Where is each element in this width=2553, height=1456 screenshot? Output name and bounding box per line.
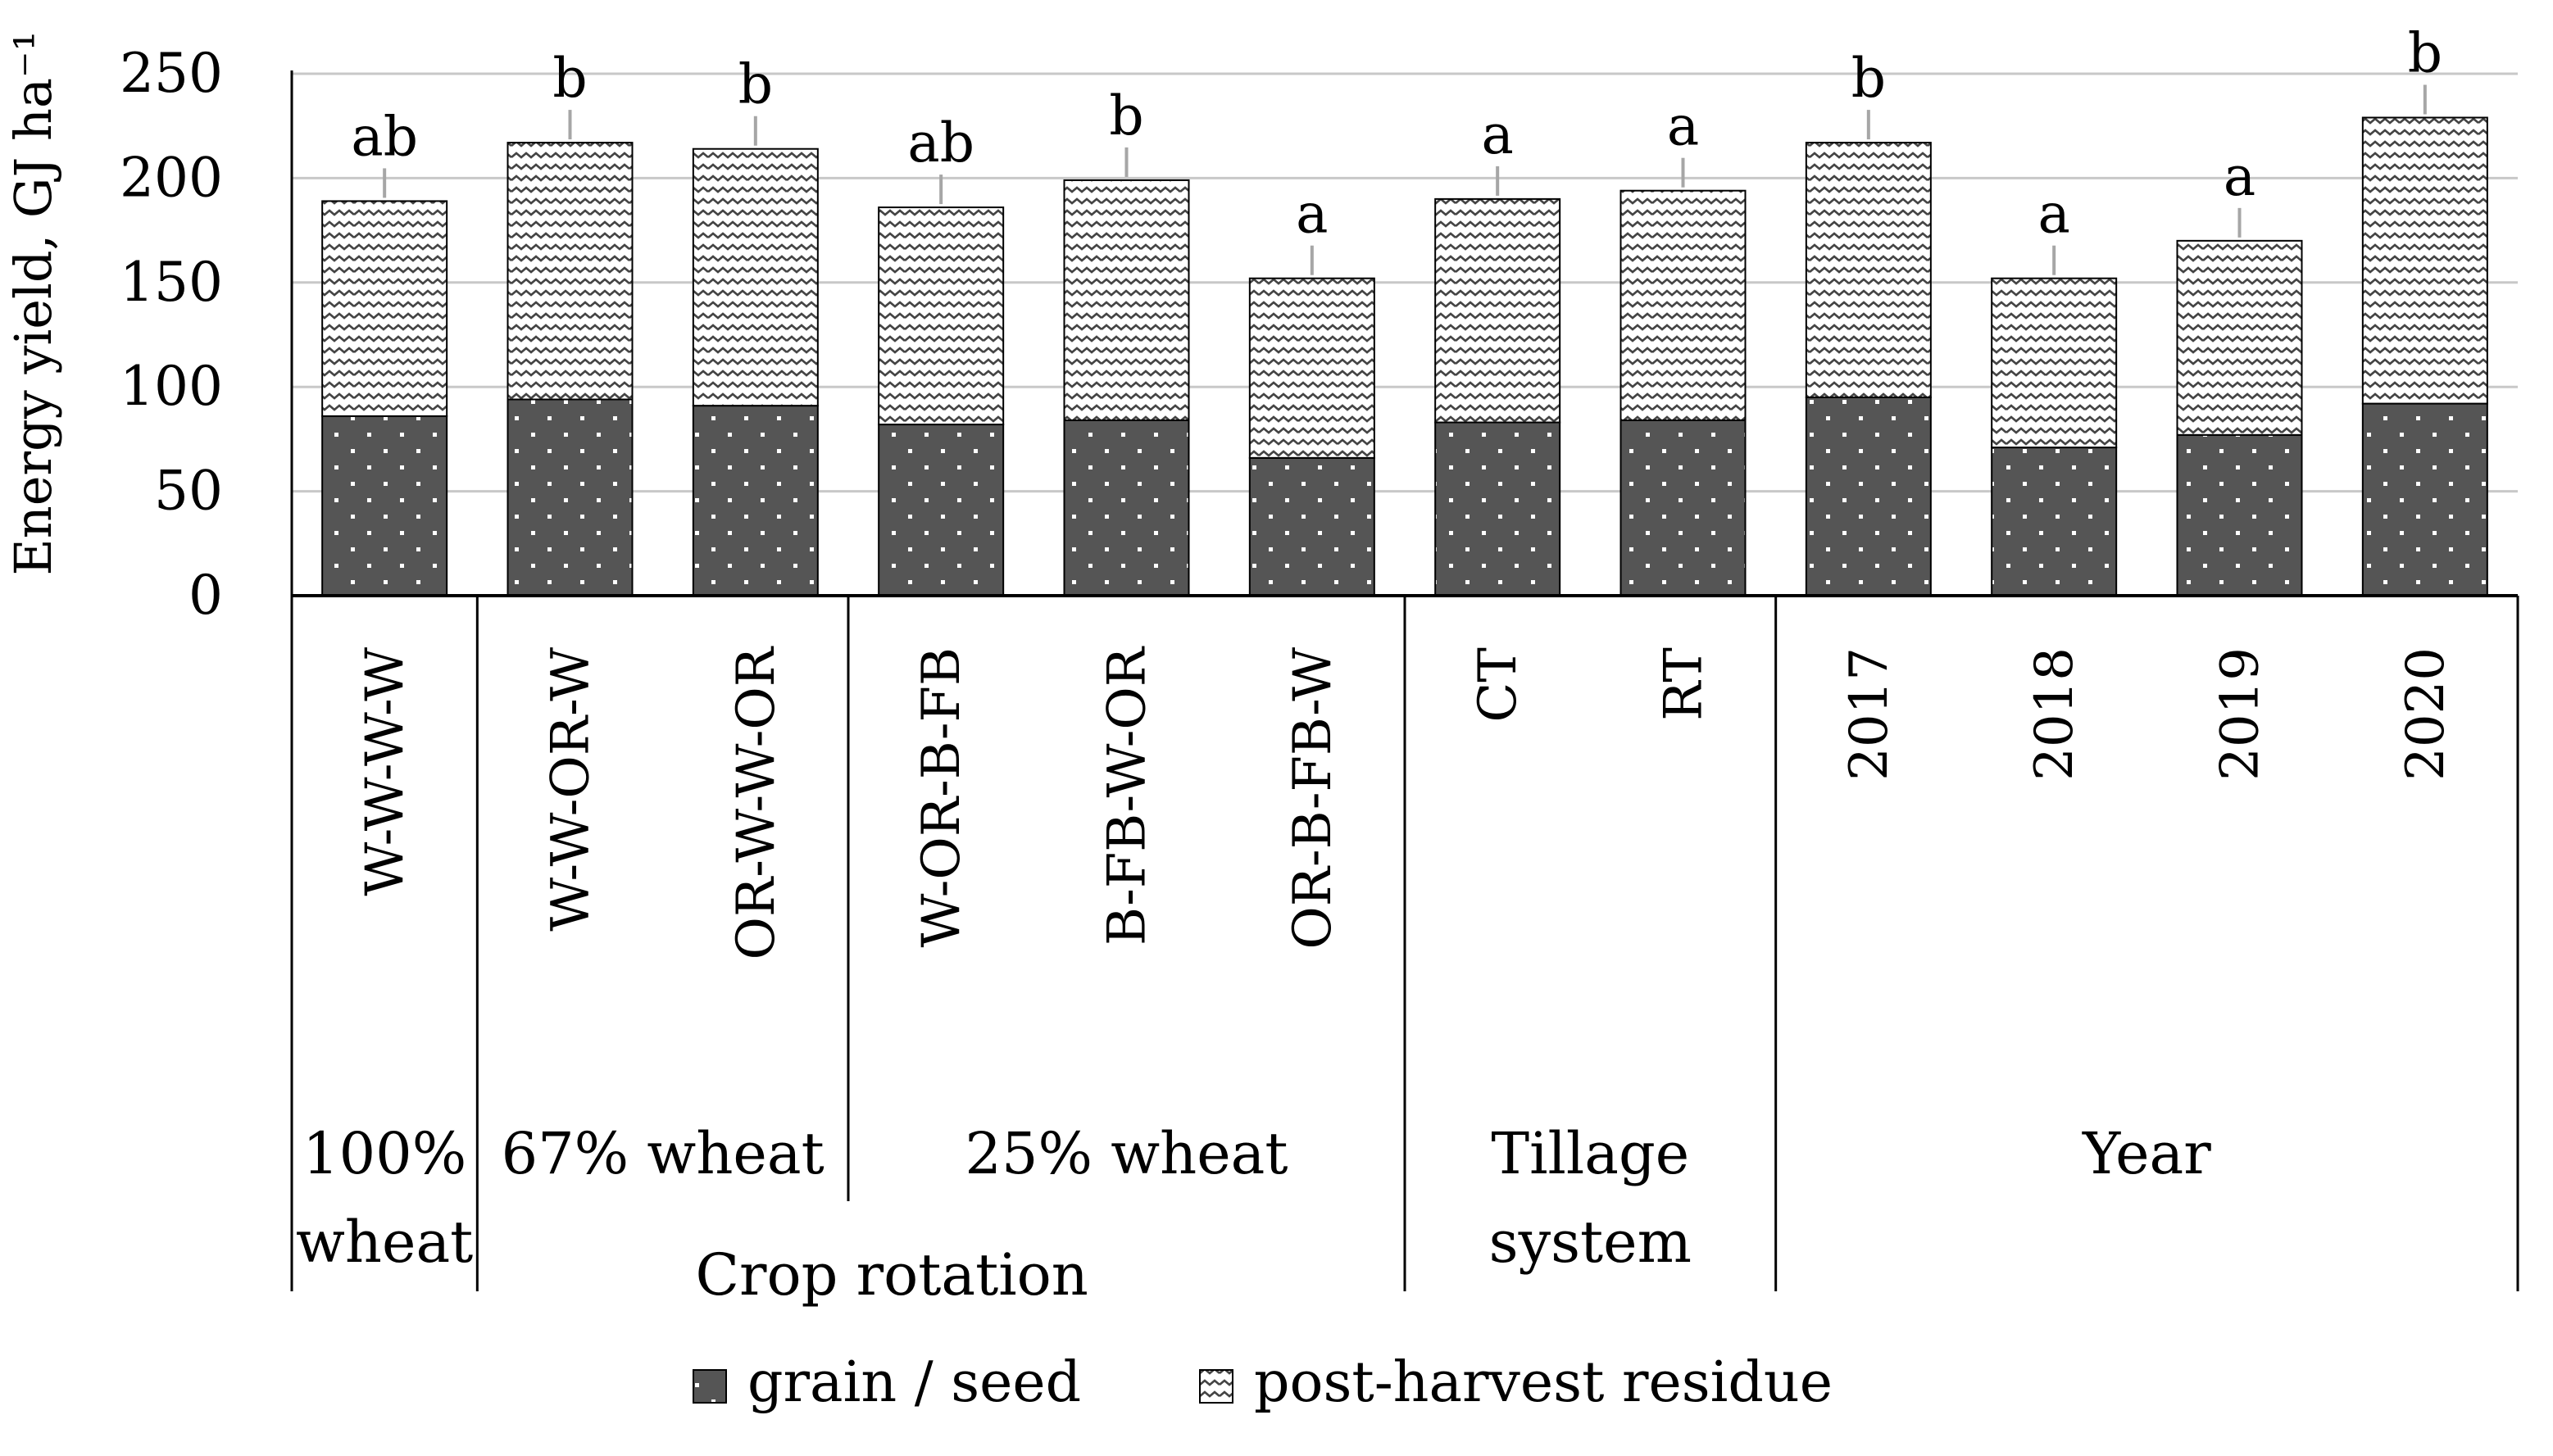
- x-category-label-2020: 2020: [2396, 647, 2456, 781]
- bar-grain-OR-B-FB-W: [1248, 456, 1375, 596]
- y-axis-ticks: 0 50 100 150 200 250: [120, 42, 223, 627]
- bar-residue-2018: [1991, 277, 2118, 449]
- y-tick-label-50: 50: [154, 460, 223, 523]
- significance-letter-2019: a: [2224, 145, 2255, 208]
- group-label-4: Year: [2082, 1120, 2211, 1187]
- bar-residue-2020: [2361, 116, 2488, 405]
- significance-letter-2020: b: [2408, 22, 2442, 85]
- legend-label-grain: grain / seed: [747, 1350, 1081, 1415]
- x-axis-categories: W-W-W-W W-W-OR-W OR-W-W-OR W-OR-B-FB B-FB-W-…: [355, 646, 2456, 959]
- significance-letter-2018: a: [2037, 183, 2069, 246]
- bar-residue-B-FB-W-OR: [1063, 179, 1190, 421]
- significance-letter-RT: a: [1667, 95, 1699, 158]
- x-category-label-W-W-OR-W: W-W-OR-W: [541, 647, 602, 932]
- bar-grain-2020: [2361, 402, 2488, 597]
- y-tick-label-200: 200: [120, 146, 223, 209]
- bar-residue-OR-B-FB-W: [1248, 277, 1375, 459]
- x-category-label-2017: 2017: [1839, 647, 1900, 781]
- bar-grain-RT: [1619, 419, 1747, 597]
- bar-residue-2017: [1805, 142, 1932, 398]
- bar-grain-CT: [1434, 421, 1561, 596]
- bar-grain-W-W-OR-W: [507, 398, 634, 596]
- x-category-label-B-FB-W-OR: B-FB-W-OR: [1097, 646, 1158, 946]
- significance-letter-OR-B-FB-W: a: [1296, 183, 1328, 246]
- significance-letter-CT: a: [1481, 103, 1513, 166]
- x-category-label-2019: 2019: [2210, 647, 2271, 781]
- y-tick-label-250: 250: [120, 42, 223, 105]
- bar-grain-2018: [1991, 447, 2118, 596]
- axes: [290, 70, 2519, 1291]
- supergroup-label: Crop rotation: [695, 1241, 1088, 1309]
- y-axis-label: Energy yield, GJ ha⁻¹: [3, 31, 63, 576]
- legend-swatch-residue: [1199, 1369, 1233, 1404]
- bar-grain-W-OR-B-FB: [878, 424, 1005, 597]
- legend: grain / seed post-harvest residue: [693, 1350, 1833, 1415]
- bar-grain-OR-W-W-OR: [692, 405, 819, 596]
- significance-letter-W-W-OR-W: b: [552, 47, 587, 110]
- group-label-2: 25% wheat: [965, 1120, 1288, 1187]
- bar-grain-2017: [1805, 396, 1932, 596]
- x-category-label-W-OR-B-FB: W-OR-B-FB: [911, 647, 972, 947]
- y-tick-label-150: 150: [120, 251, 223, 314]
- bar-residue-OR-W-W-OR: [692, 147, 819, 407]
- y-tick-label-100: 100: [120, 355, 223, 418]
- bar-grain-B-FB-W-OR: [1063, 419, 1190, 597]
- x-category-label-W-W-W-W: W-W-W-W: [355, 647, 416, 896]
- group-labels: 100% wheat 67% wheat 25% wheat Tillage system…: [296, 1120, 2211, 1309]
- significance-letter-W-W-W-W: ab: [351, 105, 418, 168]
- group-label-0: 100% wheat: [296, 1120, 473, 1276]
- y-tick-label-0: 0: [189, 564, 223, 627]
- bar-residue-2019: [2176, 239, 2303, 436]
- significance-letter-2017: b: [1851, 47, 1886, 110]
- legend-swatch-grain: [693, 1369, 727, 1404]
- legend-label-residue: post-harvest residue: [1254, 1350, 1833, 1415]
- group-label-3: Tillage system: [1489, 1120, 1692, 1276]
- x-category-label-CT: CT: [1468, 647, 1529, 723]
- x-category-label-2018: 2018: [2024, 647, 2085, 781]
- significance-letter-W-OR-B-FB: ab: [907, 111, 974, 175]
- significance-letter-B-FB-W-OR: b: [1109, 84, 1143, 147]
- x-category-label-OR-B-FB-W: OR-B-FB-W: [1283, 647, 1343, 950]
- gridlines: [292, 72, 2518, 493]
- bar-residue-CT: [1434, 197, 1561, 424]
- group-label-1: 67% wheat: [502, 1120, 825, 1187]
- bar-grain-W-W-W-W: [321, 415, 448, 597]
- bar-residue-RT: [1619, 189, 1747, 421]
- x-category-label-RT: RT: [1654, 647, 1715, 721]
- bar-residue-W-OR-B-FB: [878, 206, 1005, 426]
- bar-residue-W-W-OR-W: [507, 142, 634, 401]
- bars: [321, 116, 2488, 597]
- x-category-label-OR-W-W-OR: OR-W-W-OR: [726, 646, 787, 959]
- bar-grain-2019: [2176, 433, 2303, 597]
- bar-residue-W-W-W-W: [321, 200, 448, 417]
- significance-letter-OR-W-W-OR: b: [738, 53, 773, 116]
